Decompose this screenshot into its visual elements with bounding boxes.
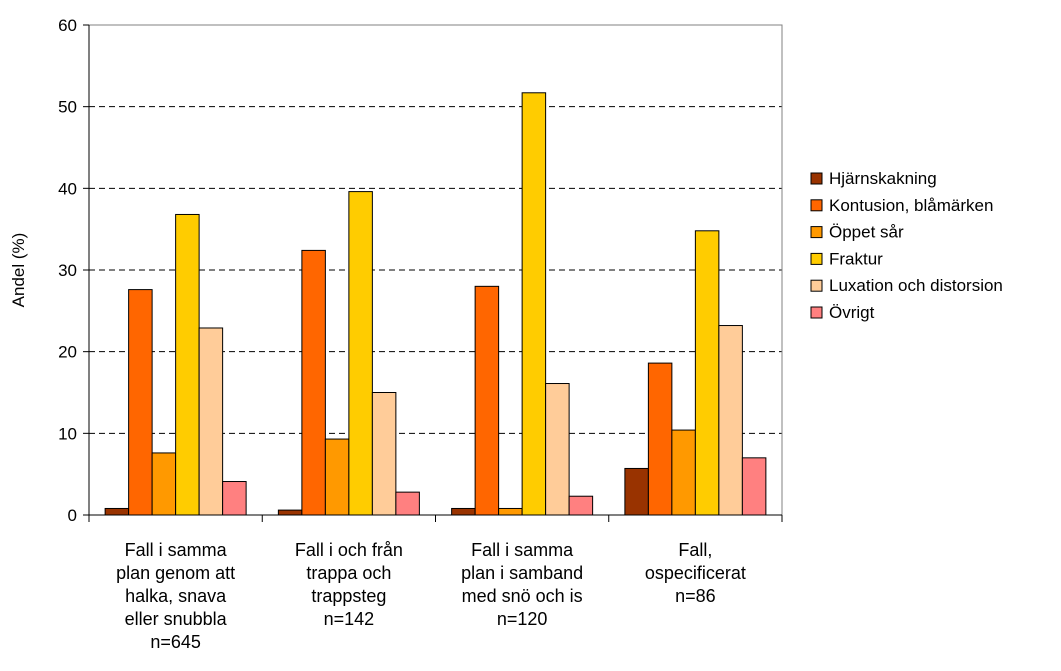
legend-swatch xyxy=(810,226,823,239)
legend: Hjärnskakning Kontusion, blåmärken Öppet s… xyxy=(810,169,1003,322)
x-category-labels: Fall i samma plan genom att halka, snava el… xyxy=(88,515,783,652)
bar xyxy=(451,507,476,516)
x-category-label-line: plan i samband xyxy=(461,563,583,583)
y-tick-label: 50 xyxy=(58,98,77,117)
y-tick-label: 20 xyxy=(58,343,77,362)
bar xyxy=(301,249,326,516)
bar xyxy=(545,383,570,516)
y-axis-title: Andel (%) xyxy=(9,233,28,308)
x-category-label: Fall i samma plan genom att halka, snava el… xyxy=(116,540,235,652)
bar xyxy=(128,289,153,516)
y-ticks: 0 10 20 30 40 50 60 xyxy=(58,16,89,525)
bar xyxy=(222,481,247,516)
x-category-label-line: n=120 xyxy=(497,609,548,629)
x-category-label-line: ospecificerat xyxy=(645,563,746,583)
legend-label: Hjärnskakning xyxy=(829,169,937,188)
x-category-label-line: n=142 xyxy=(324,609,375,629)
x-category-label-line: plan genom att xyxy=(116,563,235,583)
bar xyxy=(568,495,594,516)
x-category-label-line: n=645 xyxy=(150,632,201,652)
legend-swatch xyxy=(810,306,823,319)
x-category-label-line: med snö och is xyxy=(462,586,583,606)
bar xyxy=(671,429,696,516)
x-category-label-line: eller snubbla xyxy=(125,609,228,629)
x-category-label-line: trappa och xyxy=(306,563,391,583)
bar xyxy=(624,467,649,516)
bar xyxy=(521,92,547,516)
bar xyxy=(718,325,743,516)
x-category-label-line: n=86 xyxy=(675,586,716,606)
bar xyxy=(198,327,224,516)
bar xyxy=(647,362,673,516)
x-category-label-line: halka, snava xyxy=(125,586,227,606)
legend-swatch xyxy=(810,172,823,185)
x-category-label-line: trappsteg xyxy=(311,586,386,606)
legend-label: Luxation och distorsion xyxy=(829,276,1003,295)
bar xyxy=(474,285,500,516)
bars xyxy=(104,92,767,516)
bar xyxy=(395,491,420,516)
bar xyxy=(741,457,767,516)
x-category-label: Fall i och från trappa och trappsteg n=142 xyxy=(295,540,403,629)
y-tick-label: 40 xyxy=(58,179,77,198)
bar xyxy=(175,213,200,516)
x-category-label-line: Fall i och från xyxy=(295,540,403,560)
legend-label: Öppet sår xyxy=(829,223,904,242)
legend-label: Fraktur xyxy=(829,249,883,268)
x-category-label-line: Fall i samma xyxy=(125,540,228,560)
legend-swatch xyxy=(810,199,823,212)
legend-label: Övrigt xyxy=(829,303,875,322)
x-category-label: Fall i samma plan i samband med snö och is… xyxy=(461,540,583,629)
bar xyxy=(151,452,177,516)
y-tick-label: 60 xyxy=(58,16,77,35)
legend-swatch xyxy=(810,279,823,292)
bar xyxy=(498,507,523,516)
x-category-label-line: Fall i samma xyxy=(471,540,574,560)
legend-swatch xyxy=(810,252,823,265)
y-tick-label: 10 xyxy=(58,424,77,443)
y-tick-label: 0 xyxy=(68,506,77,525)
x-category-label: Fall, ospecificerat n=86 xyxy=(645,540,746,606)
x-category-label-line: Fall, xyxy=(678,540,712,560)
legend-label: Kontusion, blåmärken xyxy=(829,196,993,215)
bar xyxy=(324,438,350,516)
bar xyxy=(104,507,130,516)
y-tick-label: 30 xyxy=(58,261,77,280)
bar xyxy=(371,392,397,516)
bar xyxy=(694,230,720,516)
bar xyxy=(348,191,373,516)
bar xyxy=(277,509,303,516)
